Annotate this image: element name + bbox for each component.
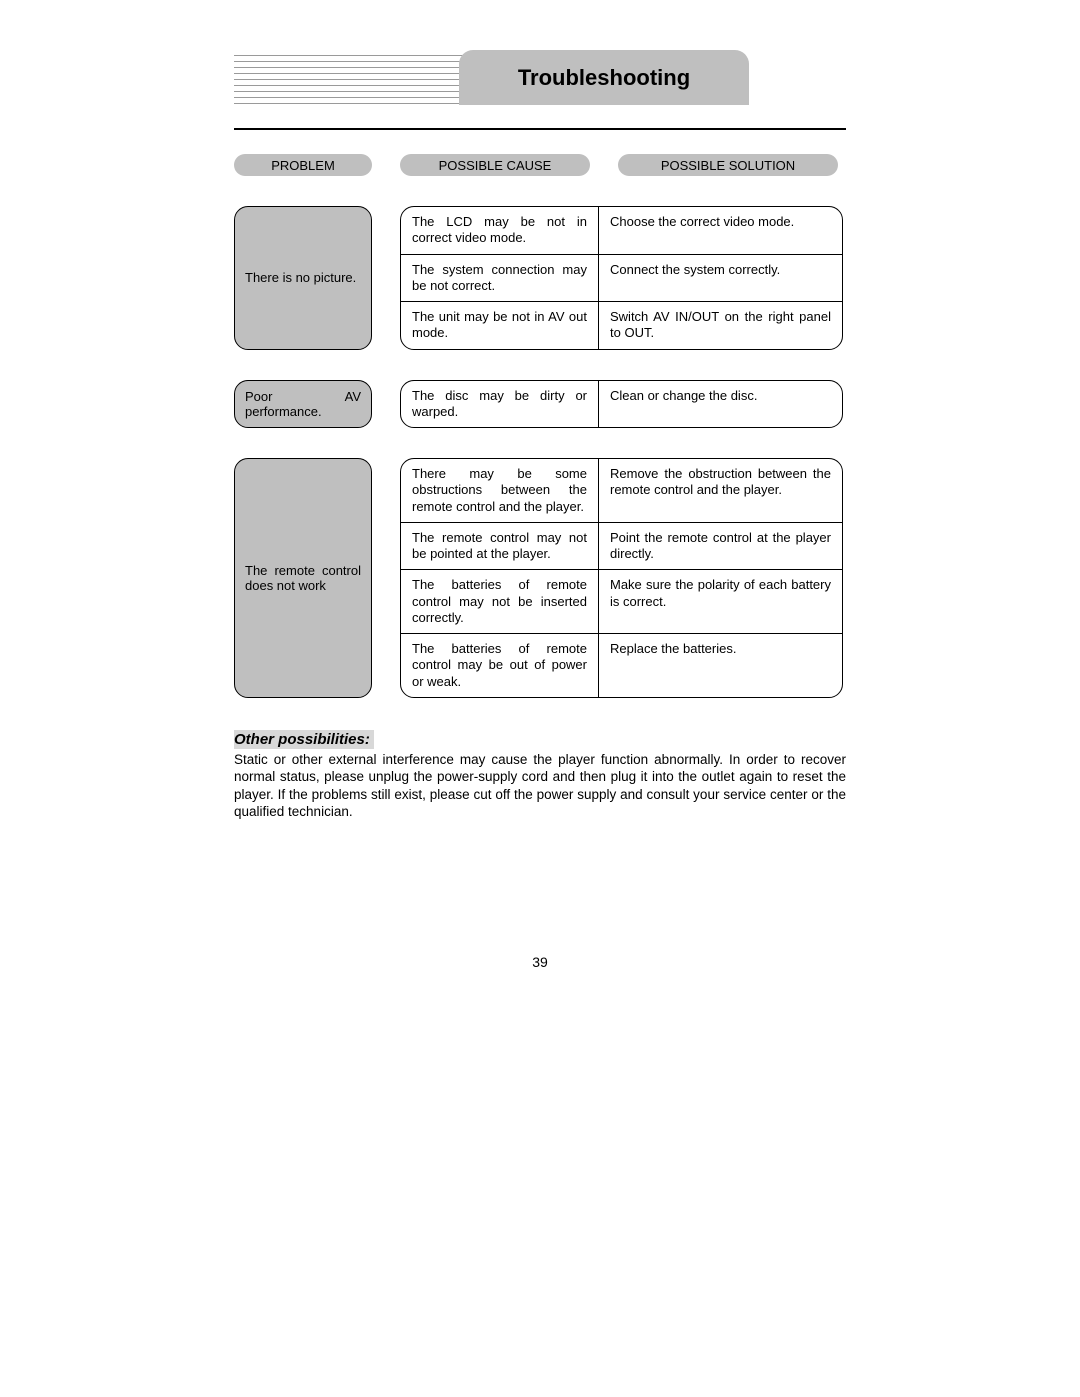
troubleshoot-group: The remote control does not work There m… — [234, 458, 846, 698]
solution-cell: Point the remote control at the player d… — [599, 523, 842, 570]
solution-cell: Choose the correct video mode. — [599, 207, 842, 254]
table-row: The unit may be not in AV out mode. Swit… — [401, 302, 842, 349]
cause-cell: The batteries of remote control may be o… — [401, 634, 599, 697]
cause-cell: There may be some obstructions between t… — [401, 459, 599, 522]
problem-text: Poor AV performance. — [245, 389, 361, 419]
cause-cell: The unit may be not in AV out mode. — [401, 302, 599, 349]
cause-cell: The batteries of remote control may not … — [401, 570, 599, 633]
page-number: 39 — [234, 954, 846, 970]
problem-box: The remote control does not work — [234, 458, 372, 698]
page-header: Troubleshooting — [0, 50, 1080, 110]
page-title-tab: Troubleshooting — [459, 50, 749, 105]
solution-cell: Replace the batteries. — [599, 634, 842, 697]
troubleshoot-group: Poor AV performance. The disc may be dir… — [234, 380, 846, 429]
cause-cell: The LCD may be not in correct video mode… — [401, 207, 599, 254]
solution-cell: Switch AV IN/OUT on the right panel to O… — [599, 302, 842, 349]
table-row: The disc may be dirty or warped. Clean o… — [401, 381, 842, 428]
problem-text: There is no picture. — [245, 270, 356, 285]
other-section: Other possibilities: Static or other ext… — [234, 728, 846, 821]
problem-text: The remote control does not work — [245, 563, 361, 593]
decorative-lines — [234, 55, 464, 109]
cause-solution-box: The disc may be dirty or warped. Clean o… — [400, 380, 843, 429]
other-heading: Other possibilities: — [234, 730, 374, 749]
solution-cell: Clean or change the disc. — [599, 381, 842, 428]
cause-solution-box: The LCD may be not in correct video mode… — [400, 206, 843, 350]
header-solution: POSSIBLE SOLUTION — [618, 154, 838, 176]
problem-box: There is no picture. — [234, 206, 372, 350]
table-row: There may be some obstructions between t… — [401, 459, 842, 523]
other-body: Static or other external interference ma… — [234, 751, 846, 821]
problem-box: Poor AV performance. — [234, 380, 372, 429]
cause-cell: The system connection may be not correct… — [401, 255, 599, 302]
table-row: The LCD may be not in correct video mode… — [401, 207, 842, 255]
header-problem: PROBLEM — [234, 154, 372, 176]
column-headers: PROBLEM POSSIBLE CAUSE POSSIBLE SOLUTION — [234, 154, 846, 176]
solution-cell: Connect the system correctly. — [599, 255, 842, 302]
table-row: The batteries of remote control may be o… — [401, 634, 842, 697]
table-row: The system connection may be not correct… — [401, 255, 842, 303]
cause-solution-box: There may be some obstructions between t… — [400, 458, 843, 698]
manual-page: Troubleshooting PROBLEM POSSIBLE CAUSE P… — [0, 0, 1080, 1397]
solution-cell: Make sure the polarity of each battery i… — [599, 570, 842, 633]
table-row: The batteries of remote control may not … — [401, 570, 842, 634]
content-area: PROBLEM POSSIBLE CAUSE POSSIBLE SOLUTION… — [234, 154, 846, 821]
table-row: The remote control may not be pointed at… — [401, 523, 842, 571]
cause-cell: The disc may be dirty or warped. — [401, 381, 599, 428]
header-divider — [234, 128, 846, 130]
troubleshoot-group: There is no picture. The LCD may be not … — [234, 206, 846, 350]
solution-cell: Remove the obstruction between the remot… — [599, 459, 842, 522]
header-cause: POSSIBLE CAUSE — [400, 154, 590, 176]
page-title: Troubleshooting — [518, 65, 690, 91]
cause-cell: The remote control may not be pointed at… — [401, 523, 599, 570]
